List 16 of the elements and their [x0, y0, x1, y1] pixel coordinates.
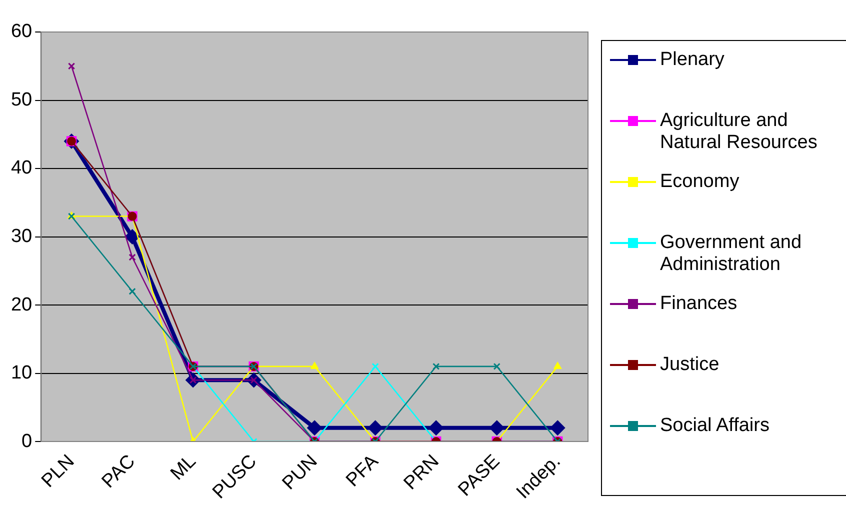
y-tick-label: 60	[10, 21, 32, 42]
legend-label: Agriculture and Natural Resources	[660, 110, 818, 154]
x-tick-label: PFA	[342, 450, 383, 492]
legend-label: Economy	[660, 171, 740, 193]
y-tick-label: 10	[10, 362, 32, 384]
y-tick-label: 40	[10, 158, 32, 179]
legend-label: Finances	[660, 293, 738, 315]
legend-label: Plenary	[660, 49, 724, 71]
legend-label: Government and Administration	[660, 232, 803, 276]
y-tick-label: 0	[22, 430, 32, 452]
y-tick-label: 30	[10, 226, 32, 247]
y-tick-label: 50	[10, 89, 32, 110]
x-tick-label: ML	[166, 450, 200, 484]
legend-label: Justice	[660, 354, 720, 376]
legend-label: Social Affairs	[660, 415, 770, 437]
y-tick-label: 20	[10, 294, 32, 316]
